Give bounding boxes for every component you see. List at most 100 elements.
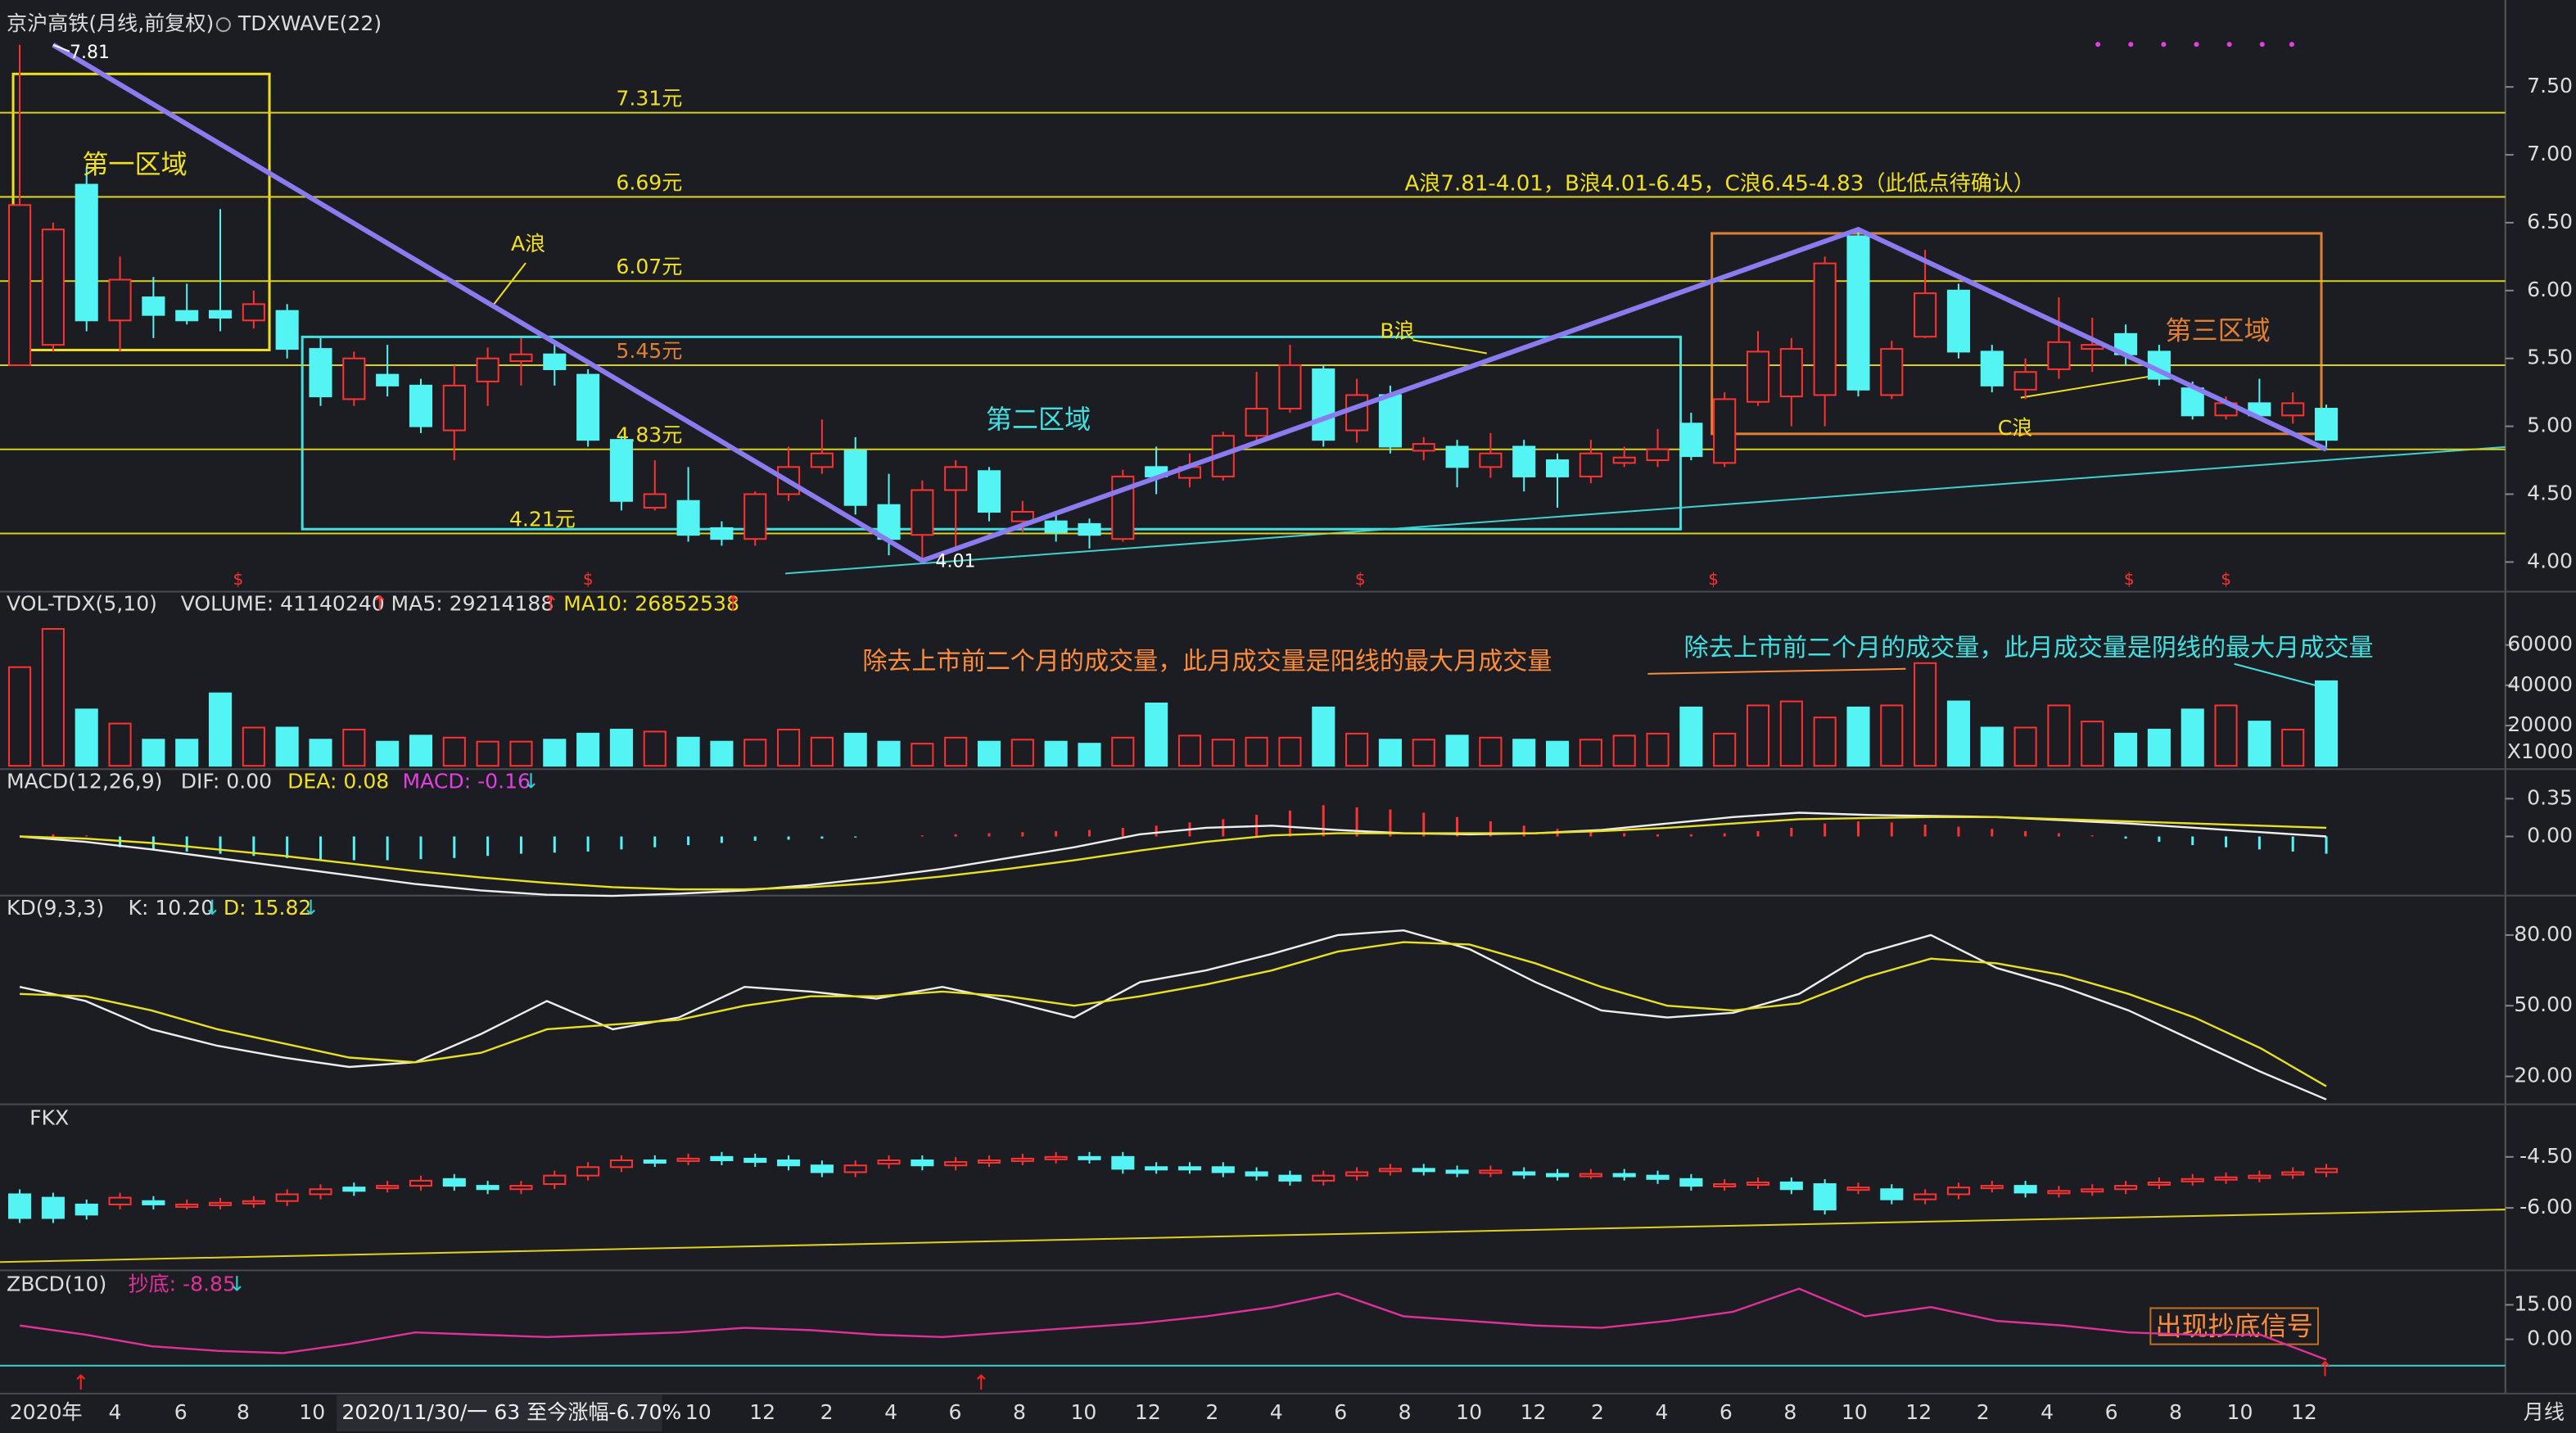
candle-body xyxy=(1512,445,1536,477)
volume-bar xyxy=(1612,735,1636,767)
candle-body xyxy=(208,310,233,319)
fkx-body xyxy=(1713,1183,1737,1188)
y-tick-label: 0.00 xyxy=(2527,1327,2573,1350)
candle-body xyxy=(8,204,32,366)
candle-body xyxy=(1479,452,1503,468)
vol-value: VOLUME: 41140240 xyxy=(181,592,385,616)
candle-body xyxy=(1646,448,1670,462)
volume-bar xyxy=(409,735,433,767)
volume-bar xyxy=(108,722,132,767)
candle-body xyxy=(476,357,499,382)
volume-bar xyxy=(309,739,332,767)
volume-bar xyxy=(2147,728,2171,767)
volume-bar xyxy=(1880,704,1904,767)
volume-bar xyxy=(944,736,968,767)
fkx-body xyxy=(8,1193,32,1219)
svg-text:↑: ↑ xyxy=(2316,1358,2334,1381)
candle-body xyxy=(1278,364,1302,410)
fkx-body xyxy=(208,1201,233,1206)
candle-body xyxy=(1746,350,1770,403)
x-tick-label: 4 xyxy=(884,1400,897,1424)
y-tick-label: 5.00 xyxy=(2527,414,2573,437)
indicator-icon[interactable] xyxy=(215,17,231,33)
x-tick-label: 10 xyxy=(2227,1400,2253,1424)
volume-bar xyxy=(2281,728,2305,767)
fkx-body xyxy=(877,1159,901,1165)
candle-body xyxy=(142,296,165,316)
candle-body xyxy=(810,452,834,468)
fkx-body xyxy=(275,1193,299,1202)
y-tick-label: 50.00 xyxy=(2514,992,2573,1016)
volume-bar xyxy=(1846,706,1870,767)
high-marker xyxy=(52,43,70,52)
volume-bar xyxy=(710,740,734,767)
candle-body xyxy=(843,450,867,506)
candle-body xyxy=(108,278,132,322)
volume-bar xyxy=(1078,743,1101,767)
candle-body xyxy=(275,310,299,350)
candle-body xyxy=(1713,398,1737,464)
fkx-body xyxy=(376,1185,400,1190)
volume-bar xyxy=(2314,680,2339,767)
fkx-body xyxy=(743,1157,767,1164)
y-tick-label: -6.00 xyxy=(2520,1195,2573,1218)
zone-label: 第二区域 xyxy=(986,404,1091,435)
svg-text:↓: ↓ xyxy=(302,896,319,920)
volume-bar xyxy=(1713,732,1737,767)
volume-bar xyxy=(1010,739,1034,767)
wave-arrows xyxy=(492,262,2161,399)
candle-body xyxy=(1880,348,1904,396)
candle-body xyxy=(1445,445,1469,468)
wave-label: C浪 xyxy=(1998,416,2033,440)
dea-line xyxy=(20,816,2327,891)
indicator-name[interactable]: TDXWAVE(22) xyxy=(237,11,382,35)
zbcd-value: 抄底: -8.85 xyxy=(128,1272,235,1295)
candle-body xyxy=(1078,522,1101,536)
volume-bar xyxy=(1278,736,1302,767)
x-tick-label: 10 xyxy=(1842,1400,1868,1424)
zbcd-title: ZBCD(10) xyxy=(7,1272,106,1295)
fkx-body xyxy=(843,1164,867,1173)
fkx-body xyxy=(2013,1185,2037,1194)
x-tick-label: 2 xyxy=(820,1400,834,1424)
x-tick-label: 8 xyxy=(1399,1400,1412,1424)
volume-bar xyxy=(1512,739,1536,767)
x-tick-label: 12 xyxy=(1135,1400,1161,1424)
volume-bar xyxy=(509,740,533,767)
period-label[interactable]: 月线 xyxy=(2524,1400,2565,1424)
macd-value: MACD: -0.16 xyxy=(403,769,531,793)
volume-bar xyxy=(1245,736,1268,767)
y-tick-label: 20.00 xyxy=(2514,1064,2573,1087)
x-tick-label: 10 xyxy=(685,1400,712,1424)
support-line xyxy=(784,445,2506,575)
wave-label: B浪 xyxy=(1380,319,1414,342)
fkx-body xyxy=(1946,1187,1970,1196)
volume-bar xyxy=(743,739,767,767)
y-tick-label: 7.00 xyxy=(2527,142,2573,165)
candle-body xyxy=(1579,452,1602,477)
fkx-body xyxy=(1646,1174,1670,1180)
candle-body xyxy=(1813,262,1837,396)
candle-body xyxy=(1546,459,1570,477)
macd-dif: DIF: 0.00 xyxy=(181,769,272,793)
candle-body xyxy=(2047,341,2071,370)
y-tick-label: 6.50 xyxy=(2527,210,2573,233)
x-tick-label: 6 xyxy=(174,1400,188,1424)
macd-arrow: ↓ xyxy=(522,769,540,793)
fkx-body xyxy=(2181,1178,2204,1182)
volume-bar xyxy=(1679,706,1703,767)
volume-bar xyxy=(1111,736,1135,767)
candle-body xyxy=(743,493,767,540)
y-tick-label: 60000 xyxy=(2507,632,2573,656)
fkx-body xyxy=(1445,1169,1469,1174)
signal-mark: $ xyxy=(2221,569,2231,589)
volume-bar xyxy=(1813,716,1837,767)
volume-bar xyxy=(41,628,65,767)
candle-body xyxy=(1914,292,1937,338)
kd-arrows: ↓ ↓ xyxy=(204,896,319,920)
fkx-body xyxy=(1211,1166,1235,1173)
volume-bar xyxy=(1345,732,1369,767)
volume-bar xyxy=(2114,732,2138,767)
volume-bar xyxy=(843,732,867,767)
